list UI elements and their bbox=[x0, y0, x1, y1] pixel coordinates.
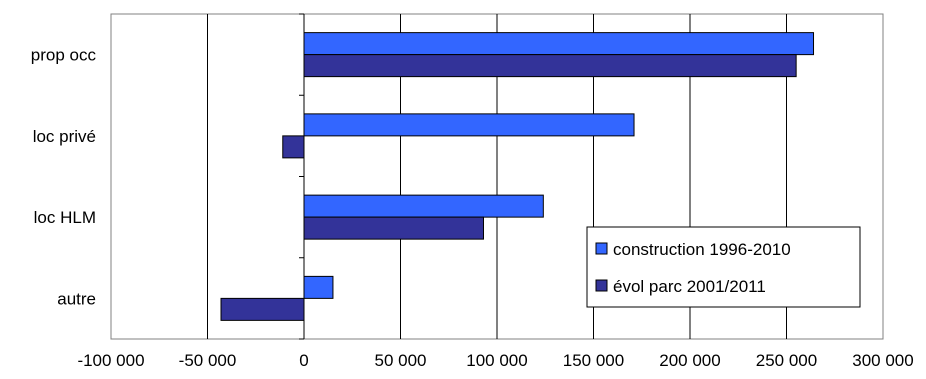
category-label: prop occ bbox=[31, 46, 97, 65]
legend-label: construction 1996-2010 bbox=[613, 240, 791, 259]
category-label: loc privé bbox=[33, 127, 96, 146]
bars bbox=[220, 32, 815, 321]
legend-box bbox=[586, 226, 861, 308]
bar-construction bbox=[303, 32, 815, 56]
bar-construction bbox=[303, 194, 544, 218]
bar-evol-parc bbox=[282, 135, 305, 159]
x-tick-labels: -100 000 -50 000 0 50 000 100 000 150 000 200 … bbox=[77, 351, 913, 370]
bar-construction bbox=[303, 113, 635, 137]
x-tick-label: 250 000 bbox=[756, 351, 817, 370]
x-tick-label: -100 000 bbox=[77, 351, 144, 370]
x-tick-label: 150 000 bbox=[563, 351, 624, 370]
category-label: loc HLM bbox=[34, 208, 96, 227]
category-label: autre bbox=[57, 289, 96, 308]
category-labels: prop occ loc privé loc HLM autre bbox=[31, 46, 97, 309]
legend-swatch bbox=[595, 279, 608, 292]
x-tick-label: 200 000 bbox=[659, 351, 720, 370]
bar-construction bbox=[303, 275, 334, 299]
zero-axis bbox=[299, 13, 305, 340]
bar-evol-parc bbox=[220, 297, 305, 321]
legend-swatch bbox=[595, 242, 608, 255]
x-tick-label: 0 bbox=[299, 351, 308, 370]
bar-evol-parc bbox=[303, 54, 797, 78]
x-tick-label: 100 000 bbox=[466, 351, 527, 370]
x-tick-label: 50 000 bbox=[375, 351, 427, 370]
legend: construction 1996-2010 évol parc 2001/201… bbox=[586, 226, 861, 308]
legend-label: évol parc 2001/2011 bbox=[613, 277, 766, 296]
x-tick-label: -50 000 bbox=[179, 351, 237, 370]
bar-evol-parc bbox=[303, 216, 484, 240]
x-tick-label: 300 000 bbox=[852, 351, 913, 370]
